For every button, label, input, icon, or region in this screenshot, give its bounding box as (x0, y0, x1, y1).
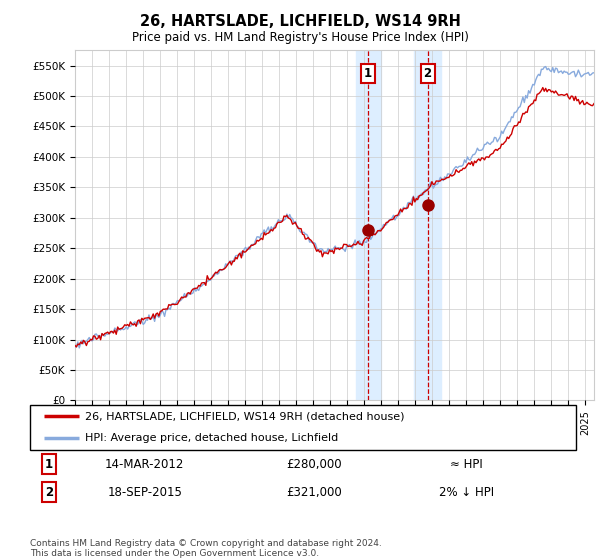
FancyBboxPatch shape (30, 405, 576, 450)
Text: 1: 1 (45, 458, 53, 471)
Text: Price paid vs. HM Land Registry's House Price Index (HPI): Price paid vs. HM Land Registry's House … (131, 31, 469, 44)
Bar (356, 50, 381, 400)
Text: 18-SEP-2015: 18-SEP-2015 (107, 486, 182, 499)
Text: 2% ↓ HPI: 2% ↓ HPI (439, 486, 494, 499)
Text: £321,000: £321,000 (286, 486, 342, 499)
Text: 2: 2 (424, 67, 431, 80)
Text: ≈ HPI: ≈ HPI (451, 458, 483, 471)
Text: 2: 2 (45, 486, 53, 499)
Text: HPI: Average price, detached house, Lichfield: HPI: Average price, detached house, Lich… (85, 433, 338, 444)
Text: Contains HM Land Registry data © Crown copyright and database right 2024.
This d: Contains HM Land Registry data © Crown c… (30, 539, 382, 558)
Text: £280,000: £280,000 (286, 458, 342, 471)
Text: 14-MAR-2012: 14-MAR-2012 (105, 458, 184, 471)
Text: 26, HARTSLADE, LICHFIELD, WS14 9RH: 26, HARTSLADE, LICHFIELD, WS14 9RH (140, 14, 460, 29)
Text: 26, HARTSLADE, LICHFIELD, WS14 9RH (detached house): 26, HARTSLADE, LICHFIELD, WS14 9RH (deta… (85, 411, 404, 421)
Bar (413, 50, 441, 400)
Text: 1: 1 (364, 67, 372, 80)
